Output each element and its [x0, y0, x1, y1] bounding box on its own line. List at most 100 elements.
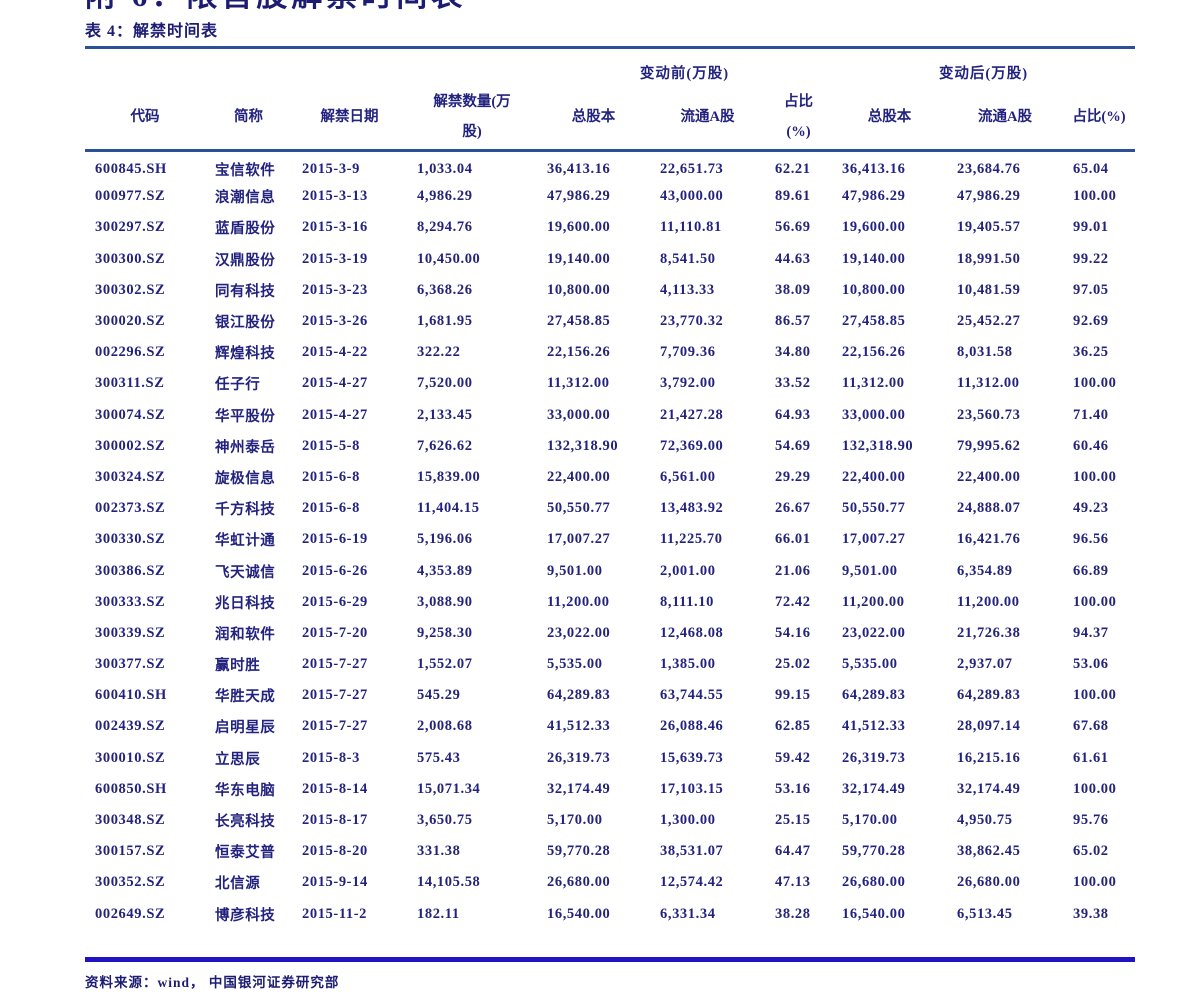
- table-cell: 2015-3-19: [302, 250, 368, 267]
- table-cell: 21,427.28: [660, 406, 724, 423]
- table-cell: 22,400.00: [842, 468, 906, 485]
- table-row: 002373.SZ 千方科技 2015-6-8 11,404.15 50,550.77 1…: [85, 493, 1135, 524]
- table-cell: 64.47: [775, 843, 811, 860]
- table-cell: 300352.SZ: [95, 874, 166, 891]
- table-cell: 22,156.26: [547, 344, 611, 361]
- table-cell: 86.57: [775, 313, 811, 330]
- table-cell: 100.00: [1073, 188, 1117, 205]
- table-cell: 14,105.58: [417, 874, 481, 891]
- table-cell: 36,413.16: [547, 160, 611, 177]
- table-cell: 33,000.00: [842, 406, 906, 423]
- group-header-before: 变动前(万股): [639, 66, 730, 82]
- table-cell: 66.89: [1073, 562, 1109, 579]
- table-cell: 博彦科技: [215, 907, 276, 924]
- table-cell: 2015-5-8: [302, 437, 360, 454]
- table-cell: 59,770.28: [842, 843, 906, 860]
- table-cell: 61.61: [1073, 749, 1109, 766]
- table-cell: 华虹计通: [215, 533, 276, 550]
- table-cell: 39.38: [1073, 905, 1109, 922]
- table-cell: 2015-9-14: [302, 874, 368, 891]
- table-cell: 26,680.00: [842, 874, 906, 891]
- table-cell: 47,986.29: [957, 188, 1021, 205]
- table-cell: 1,552.07: [417, 656, 473, 673]
- clipped-main-title-container: 附 6：限售股解禁时间表: [85, 0, 1135, 15]
- table-cell: 13,483.92: [660, 500, 724, 517]
- table-cell: 44.63: [775, 250, 811, 267]
- table-cell: 2,008.68: [417, 718, 473, 735]
- table-cell: 17,007.27: [547, 531, 611, 548]
- table-cell: 银江股份: [215, 315, 276, 332]
- table-cell: 29.29: [775, 468, 811, 485]
- table-cell: 38,862.45: [957, 843, 1021, 860]
- group-header-spacer: [85, 49, 537, 86]
- table-cell: 11,404.15: [417, 500, 480, 517]
- table-row: 300010.SZ 立思辰 2015-8-3 575.43 26,319.73 15,63…: [85, 743, 1135, 774]
- table-cell: 94.37: [1073, 624, 1109, 641]
- table-cell: 92.69: [1073, 313, 1109, 330]
- table-row: 002649.SZ 博彦科技 2015-11-2 182.11 16,540.00 6,3…: [85, 899, 1135, 930]
- table-row: 600410.SH 华胜天成 2015-7-27 545.29 64,289.83 63,…: [85, 680, 1135, 711]
- table-cell: 1,300.00: [660, 812, 716, 829]
- table-cell: 300330.SZ: [95, 531, 166, 548]
- table-cell: 同有科技: [215, 283, 276, 300]
- table-row: 300020.SZ 银江股份 2015-3-26 1,681.95 27,458.85 2…: [85, 306, 1135, 337]
- table-cell: 64,289.83: [547, 687, 611, 704]
- table-cell: 300339.SZ: [95, 624, 166, 641]
- table-cell: 11,110.81: [660, 219, 722, 236]
- table-cell: 6,331.34: [660, 905, 716, 922]
- table-cell: 2015-7-27: [302, 656, 368, 673]
- table-cell: 华胜天成: [215, 689, 276, 706]
- table-cell: 47,986.29: [547, 188, 611, 205]
- table-caption: 表 4：解禁时间表: [85, 23, 219, 40]
- table-cell: 63,744.55: [660, 687, 724, 704]
- table-cell: 华平股份: [215, 408, 276, 425]
- table-cell: 25.02: [775, 656, 811, 673]
- table-cell: 15,071.34: [417, 780, 481, 797]
- table-cell: 2015-6-19: [302, 531, 368, 548]
- table-cell: 47.13: [775, 874, 811, 891]
- table-cell: 600845.SH: [95, 160, 167, 177]
- table-cell: 6,368.26: [417, 281, 473, 298]
- table-cell: 2015-8-17: [302, 812, 368, 829]
- table-row: 300324.SZ 旋极信息 2015-6-8 15,839.00 22,400.00 6…: [85, 462, 1135, 493]
- table-cell: 300297.SZ: [95, 219, 166, 236]
- table-cell: 99.22: [1073, 250, 1109, 267]
- table-cell: 100.00: [1073, 375, 1117, 392]
- table-cell: 17,007.27: [842, 531, 906, 548]
- table-cell: 长亮科技: [215, 814, 276, 831]
- col-header-unlock-quantity: 解禁数量(万股): [433, 94, 511, 141]
- table-cell: 300348.SZ: [95, 812, 166, 829]
- table-cell: 32,174.49: [842, 780, 906, 797]
- table-row: 002296.SZ 辉煌科技 2015-4-22 322.22 22,156.26 7,7…: [85, 337, 1135, 368]
- table-cell: 300333.SZ: [95, 593, 166, 610]
- table-cell: 3,792.00: [660, 375, 716, 392]
- table-cell: 300311.SZ: [95, 375, 165, 392]
- table-cell: 26,319.73: [842, 749, 906, 766]
- table-cell: 7,520.00: [417, 375, 473, 392]
- table-cell: 23,022.00: [547, 624, 611, 641]
- table-cell: 28,097.14: [957, 718, 1021, 735]
- table-body: 600845.SH 宝信软件 2015-3-9 1,033.04 36,413.16 22…: [85, 150, 1135, 930]
- table-cell: 2015-7-20: [302, 624, 368, 641]
- table-cell: 1,681.95: [417, 313, 473, 330]
- table-cell: 79,995.62: [957, 437, 1021, 454]
- table-cell: 6,513.45: [957, 905, 1013, 922]
- table-cell: 002649.SZ: [95, 905, 166, 922]
- group-header-after: 变动后(万股): [938, 66, 1029, 82]
- table-cell: 汉鼎股份: [215, 252, 276, 269]
- table-cell: 1,385.00: [660, 656, 716, 673]
- table-cell: 43,000.00: [660, 188, 724, 205]
- table-cell: 26,680.00: [547, 874, 611, 891]
- table-cell: 神州泰岳: [215, 439, 276, 456]
- table-cell: 19,140.00: [547, 250, 611, 267]
- table-cell: 8,111.10: [660, 593, 714, 610]
- table-cell: 23,022.00: [842, 624, 906, 641]
- col-header-code: 代码: [130, 109, 160, 126]
- table-row: 300386.SZ 飞天诚信 2015-6-26 4,353.89 9,501.00 2,…: [85, 555, 1135, 586]
- table-cell: 5,535.00: [842, 656, 898, 673]
- table-row: 300330.SZ 华虹计通 2015-6-19 5,196.06 17,007.27 1…: [85, 524, 1135, 555]
- table-cell: 2015-4-27: [302, 375, 368, 392]
- table-cell: 8,294.76: [417, 219, 473, 236]
- table-cell: 545.29: [417, 687, 461, 704]
- table-cell: 11,200.00: [957, 593, 1020, 610]
